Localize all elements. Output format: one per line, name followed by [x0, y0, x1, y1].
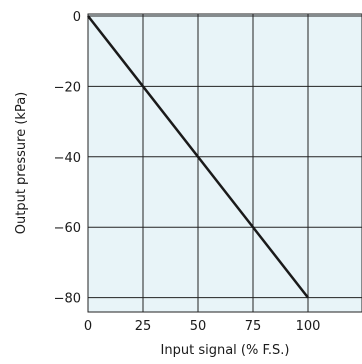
y-tick-label: −80	[54, 292, 81, 307]
x-tick-label: 50	[190, 319, 207, 334]
y-tick-label: −60	[54, 221, 81, 236]
y-axis-label: Output pressure (kPa)	[14, 92, 29, 234]
x-tick-label: 75	[245, 319, 262, 334]
x-tick-label: 100	[296, 319, 321, 334]
y-tick-label: −20	[54, 80, 81, 95]
y-tick-labels: 0 −20 −40 −60 −80	[54, 10, 81, 307]
x-tick-labels: 0 25 50 75 100	[84, 319, 321, 334]
x-axis-label: Input signal (% F.S.)	[161, 343, 290, 358]
y-tick-label: −40	[54, 151, 81, 166]
series-line	[87, 15, 309, 299]
x-tick-label: 0	[84, 319, 92, 334]
y-tick-label: 0	[73, 10, 81, 25]
plot-area	[87, 13, 362, 313]
x-tick-label: 25	[135, 319, 152, 334]
grid-lines	[88, 14, 362, 312]
